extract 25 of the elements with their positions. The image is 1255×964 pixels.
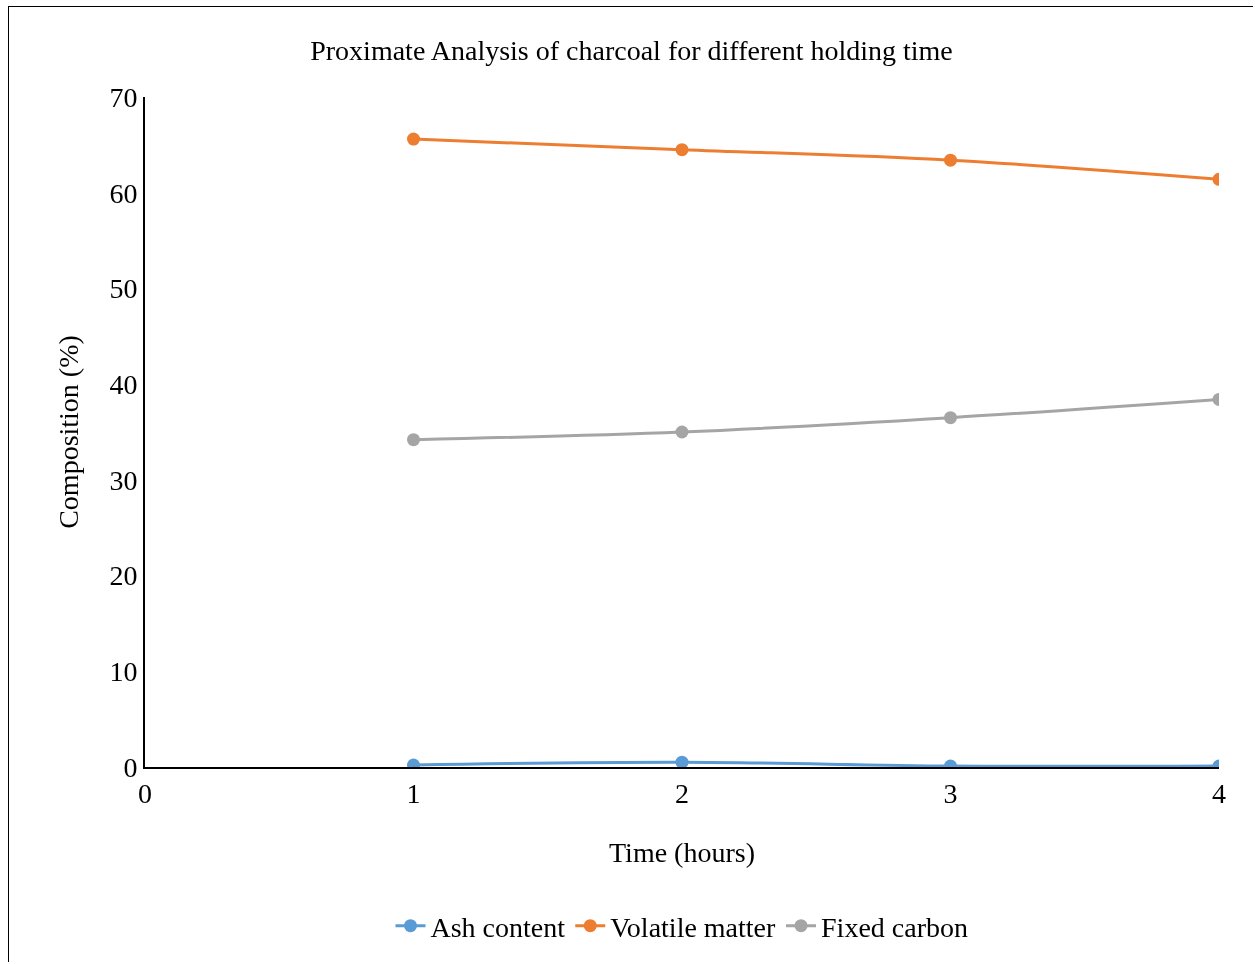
x-tick-label: 3 bbox=[943, 777, 958, 809]
point bbox=[944, 411, 957, 425]
y-tick-label: 60 bbox=[109, 177, 138, 209]
legend-label: Ash content bbox=[430, 911, 566, 943]
x-tick-label: 1 bbox=[406, 777, 421, 809]
y-tick-label: 50 bbox=[109, 273, 138, 305]
y-tick-label: 10 bbox=[109, 656, 138, 688]
y-tick-label: 20 bbox=[109, 560, 138, 592]
y-tick-label: 70 bbox=[109, 81, 138, 113]
y-tick-label: 40 bbox=[109, 368, 138, 400]
x-tick-label: 2 bbox=[675, 777, 689, 809]
point bbox=[407, 433, 420, 447]
legend-label: Volatile matter bbox=[610, 911, 777, 943]
y-tick-label: 0 bbox=[123, 751, 138, 783]
point bbox=[675, 143, 689, 157]
y-tick-label: 30 bbox=[109, 464, 138, 496]
legend-label: Fixed carbon bbox=[821, 911, 968, 943]
point bbox=[944, 153, 957, 167]
point bbox=[675, 755, 689, 767]
chart-title: Proximate Analysis of charcoal for different holding time bbox=[310, 35, 953, 67]
point bbox=[407, 132, 420, 146]
x-tick-label: 4 bbox=[1212, 777, 1226, 809]
x-axis-title: Time (hours) bbox=[609, 837, 755, 868]
y-axis-title: Composition (%) bbox=[53, 335, 84, 529]
point bbox=[675, 425, 689, 439]
